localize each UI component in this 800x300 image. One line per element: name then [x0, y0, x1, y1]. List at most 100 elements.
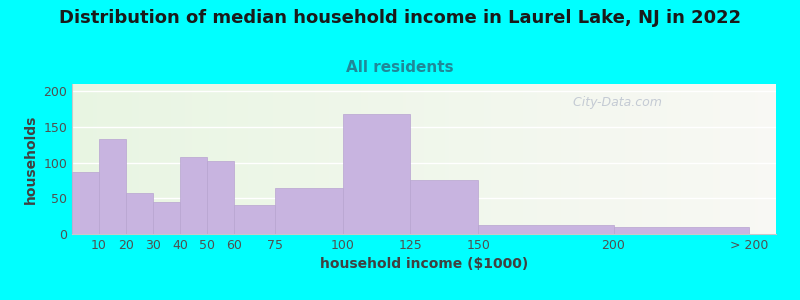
Bar: [180, 157, 207, 234]
Bar: [650, 84, 653, 234]
Bar: [554, 84, 558, 234]
Bar: [354, 84, 357, 234]
Bar: [547, 84, 550, 234]
Bar: [424, 84, 427, 234]
Bar: [135, 84, 139, 234]
Bar: [505, 84, 509, 234]
Bar: [382, 84, 386, 234]
Bar: [487, 84, 491, 234]
Bar: [304, 84, 308, 234]
Bar: [154, 202, 180, 234]
Bar: [142, 84, 146, 234]
Text: Distribution of median household income in Laurel Lake, NJ in 2022: Distribution of median household income …: [59, 9, 741, 27]
Bar: [512, 84, 515, 234]
Bar: [533, 84, 537, 234]
Bar: [558, 84, 562, 234]
Bar: [522, 84, 526, 234]
Bar: [751, 84, 755, 234]
Bar: [572, 84, 575, 234]
Bar: [223, 84, 227, 234]
Bar: [632, 84, 635, 234]
Bar: [378, 84, 382, 234]
Bar: [459, 84, 462, 234]
Bar: [238, 84, 241, 234]
Bar: [386, 84, 389, 234]
Bar: [100, 84, 104, 234]
Bar: [350, 84, 354, 234]
Bar: [445, 84, 449, 234]
Bar: [104, 84, 107, 234]
Bar: [245, 84, 248, 234]
Bar: [318, 84, 322, 234]
Bar: [709, 84, 713, 234]
Bar: [526, 84, 530, 234]
Bar: [610, 84, 614, 234]
Text: City-Data.com: City-Data.com: [565, 96, 662, 109]
Bar: [389, 84, 392, 234]
Bar: [480, 84, 484, 234]
Bar: [653, 84, 656, 234]
Bar: [93, 84, 97, 234]
Bar: [276, 84, 280, 234]
Bar: [195, 84, 198, 234]
Bar: [269, 84, 273, 234]
Bar: [86, 84, 90, 234]
Bar: [628, 84, 632, 234]
Bar: [646, 84, 650, 234]
Bar: [132, 84, 135, 234]
Bar: [216, 84, 220, 234]
Bar: [97, 84, 100, 234]
Bar: [614, 84, 618, 234]
Bar: [174, 84, 178, 234]
Bar: [275, 188, 342, 234]
Bar: [681, 84, 685, 234]
Text: All residents: All residents: [346, 60, 454, 75]
Bar: [748, 84, 751, 234]
Bar: [178, 84, 181, 234]
Bar: [726, 84, 730, 234]
Bar: [206, 84, 210, 234]
Bar: [202, 84, 206, 234]
Bar: [716, 84, 720, 234]
Bar: [456, 84, 459, 234]
Bar: [691, 84, 695, 234]
Bar: [579, 84, 582, 234]
Bar: [544, 84, 547, 234]
Bar: [234, 84, 238, 234]
Bar: [157, 84, 160, 234]
Bar: [590, 84, 593, 234]
Bar: [698, 84, 702, 234]
Bar: [502, 84, 505, 234]
Bar: [192, 84, 195, 234]
Bar: [110, 84, 114, 234]
Bar: [484, 84, 487, 234]
Bar: [421, 84, 424, 234]
Bar: [326, 84, 329, 234]
Bar: [614, 227, 749, 234]
Bar: [695, 84, 698, 234]
Bar: [167, 84, 170, 234]
Bar: [734, 84, 738, 234]
Bar: [258, 84, 262, 234]
Bar: [582, 84, 586, 234]
Bar: [741, 84, 744, 234]
Bar: [642, 84, 646, 234]
Bar: [769, 84, 773, 234]
Bar: [181, 84, 185, 234]
Bar: [301, 84, 304, 234]
Bar: [706, 84, 709, 234]
Bar: [625, 84, 628, 234]
Bar: [550, 84, 554, 234]
Bar: [230, 84, 234, 234]
Bar: [90, 84, 93, 234]
Bar: [75, 84, 79, 234]
Bar: [744, 84, 748, 234]
Bar: [255, 84, 258, 234]
Bar: [343, 84, 346, 234]
Bar: [207, 161, 234, 234]
Bar: [371, 84, 374, 234]
Bar: [565, 84, 568, 234]
Bar: [537, 84, 540, 234]
Bar: [128, 84, 132, 234]
Bar: [322, 84, 326, 234]
